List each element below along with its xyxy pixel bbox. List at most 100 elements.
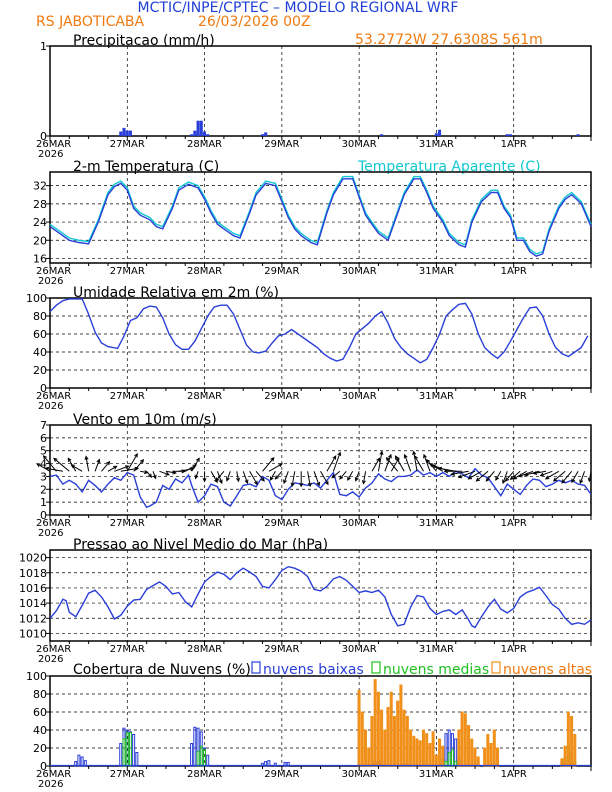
mid-cloud-legend: nuvens medias <box>383 662 489 678</box>
precip-bar <box>125 130 129 136</box>
y-tick-label: 6 <box>40 432 47 445</box>
x-tick-label: 27MAR <box>110 391 145 402</box>
precip-title: Precipitacao (mm/h) <box>73 33 215 49</box>
high-cloud-bar <box>405 716 409 767</box>
x-tick-label: 30MAR <box>342 644 377 655</box>
pressure-y-axis: 1010 1012 1014 1016 1018 1020 <box>19 552 50 640</box>
wind-vector <box>423 454 431 472</box>
wind-vector-head <box>124 465 130 470</box>
wind-vector <box>178 468 194 472</box>
wind-vector <box>195 471 199 479</box>
y-tick-label: 60 <box>33 328 47 341</box>
y-tick-label: 0 <box>40 382 47 395</box>
wind-vector-head <box>579 479 584 485</box>
temperature-x-axis: 26MAR 27MAR 28MAR 29MAR 30MAR 31MAR 1APR 2026 <box>36 263 592 287</box>
wind-vector <box>579 471 586 484</box>
wind-vector-head <box>385 457 390 462</box>
wind-vector-head <box>443 469 449 474</box>
cloud-bars <box>50 679 591 767</box>
y-tick-label: 1014 <box>19 597 47 610</box>
wind-vector <box>275 470 283 480</box>
precip-bar <box>202 131 207 136</box>
precip-bar <box>264 132 268 136</box>
main-title: MCTIC/INPE/CPTEC – MODELO REGIONAL WRF <box>138 0 459 16</box>
wind-vector <box>377 451 383 472</box>
wind-vector <box>545 470 560 480</box>
high-cloud-bar <box>412 735 416 767</box>
wind-vector-head <box>253 480 258 486</box>
x-tick-label: 27MAR <box>110 266 145 277</box>
wind-vector <box>362 471 367 484</box>
wind-vector <box>191 458 200 472</box>
wind-vector-head <box>67 457 72 462</box>
precip-bar <box>122 127 126 136</box>
mid-cloud-legend-swatch <box>371 661 381 674</box>
wind-vector <box>571 471 579 483</box>
temperature-title: 2-m Temperatura (C) <box>73 159 219 175</box>
cloud-cover-panel: Cobertura de Nuvens (%) nuvens baixas nu… <box>26 661 592 790</box>
wind-vector <box>85 456 90 472</box>
x-year-label: 2026 <box>38 276 63 287</box>
wind-vector <box>384 454 392 472</box>
wind-vector-head <box>192 464 198 469</box>
wind-vector <box>320 471 329 485</box>
high-cloud-bar <box>566 711 570 767</box>
wind-vector-head <box>431 464 437 469</box>
wind-vector <box>505 470 515 482</box>
pressure-line <box>49 565 592 629</box>
wind-vector <box>236 471 240 482</box>
wind-vector <box>371 458 380 472</box>
wind-vector-head <box>475 477 480 482</box>
high-cloud-bar <box>386 707 390 767</box>
precip-y-axis: 01 <box>40 40 50 143</box>
wind-vector-head <box>195 457 200 462</box>
wind-vector-head <box>552 477 558 482</box>
wind-vector-head <box>106 460 111 466</box>
high-cloud-bar <box>460 711 464 767</box>
y-tick-label: 3 <box>40 470 47 483</box>
wind-vector-head <box>331 474 336 479</box>
x-tick-label: 26MAR <box>36 266 71 277</box>
wind-vector-head <box>299 482 304 488</box>
humidity-grid <box>50 298 591 388</box>
temperature-y-axis: 16 20 24 28 32 <box>33 180 50 265</box>
x-tick-label: 27MAR <box>110 518 145 529</box>
wind-vector <box>262 457 275 472</box>
high-cloud-bar <box>483 747 487 767</box>
wind-vector-head <box>215 477 220 482</box>
y-tick-label: 20 <box>33 364 47 377</box>
wind-vector <box>495 471 502 481</box>
high-cloud-bar <box>376 691 380 767</box>
low-cloud-legend: nuvens baixas <box>263 662 364 678</box>
x-tick-label: 1APR <box>501 266 527 277</box>
wind-vector <box>502 471 508 484</box>
y-tick-label: 4 <box>40 458 47 471</box>
precip-grid <box>126 46 515 136</box>
cloud-x-axis: 26MAR 27MAR 28MAR 29MAR 30MAR 31MAR 1APR 2026 <box>36 766 592 790</box>
y-tick-label: 20 <box>33 742 47 755</box>
x-tick-label: 28MAR <box>187 644 222 655</box>
high-cloud-bar <box>421 729 425 767</box>
wind-vector-head <box>539 472 545 477</box>
wind-vector-head <box>467 475 473 480</box>
high-cloud-bar <box>467 725 471 767</box>
x-tick-label: 28MAR <box>187 266 222 277</box>
high-cloud-bar <box>409 729 413 767</box>
x-tick-label: 29MAR <box>264 139 299 150</box>
x-tick-label: 30MAR <box>342 391 377 402</box>
y-tick-label: 80 <box>33 310 47 323</box>
high-cloud-bar <box>383 729 387 767</box>
pressure-title: Pressao ao Nivel Medio do Mar (hPa) <box>73 537 328 553</box>
precip-bar <box>128 130 132 136</box>
y-tick-label: 40 <box>33 346 47 359</box>
wind-vector-head <box>428 463 434 467</box>
y-tick-label: 1020 <box>19 552 47 565</box>
wind-vector-head <box>278 463 283 467</box>
wind-vector <box>561 470 573 484</box>
x-tick-label: 28MAR <box>187 769 222 780</box>
temperature-panel: 2-m Temperatura (C) Temperatura Aparente… <box>33 159 592 287</box>
x-tick-label: 30MAR <box>342 769 377 780</box>
wind-vector-head <box>260 477 265 482</box>
x-year-label: 2026 <box>38 779 63 790</box>
